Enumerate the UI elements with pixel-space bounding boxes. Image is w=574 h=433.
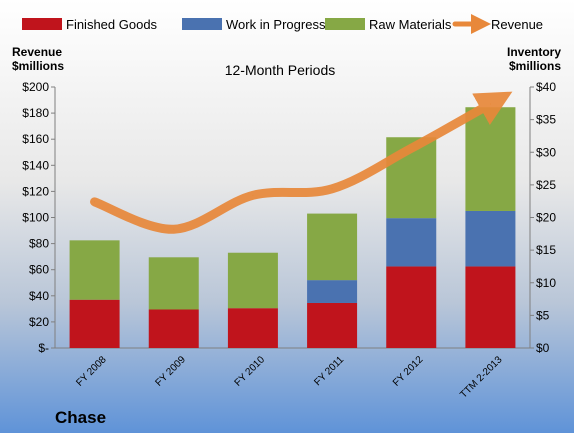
- left-tick-label: $100: [22, 211, 49, 225]
- right-tick-label: $10: [536, 276, 556, 290]
- legend-label-finished-goods: Finished Goods: [66, 17, 158, 32]
- left-axis-title-line2: $millions: [12, 59, 64, 73]
- left-tick-label: $40: [29, 289, 49, 303]
- revenue-point-fy-2009: [173, 228, 175, 230]
- legend-label-work-in-progress: Work in Progress: [226, 17, 326, 32]
- right-tick-label: $35: [536, 113, 556, 127]
- revenue-line: [90, 91, 513, 234]
- left-tick-label: $160: [22, 132, 49, 146]
- axes: $200 $180 $160 $140 $120 $100 $80 $60 $40 $20 $- $4…: [22, 80, 556, 355]
- right-tick-label: $30: [536, 145, 556, 159]
- left-tick-label: $-: [38, 341, 49, 355]
- chart-subtitle: 12-Month Periods: [225, 62, 336, 78]
- legend-swatch-finished-goods: [22, 18, 62, 30]
- bar-raw-materials-ttm-2-2013: [465, 107, 516, 211]
- left-tick-label: $180: [22, 106, 49, 120]
- company-name: Chase: [55, 408, 106, 427]
- left-tick-label: $120: [22, 184, 49, 198]
- bar-raw-materials-fy-2009: [148, 257, 199, 310]
- revenue-point-fy-2010: [252, 194, 254, 196]
- revenue-point-fy-2012: [410, 147, 412, 149]
- bar-finished-goods-fy-2008: [69, 299, 120, 348]
- right-axis-title-line2: $millions: [509, 59, 561, 73]
- bar-work-in-progress-fy-2012: [386, 218, 437, 267]
- legend-label-raw-materials: Raw Materials: [369, 17, 452, 32]
- legend-swatch-work-in-progress: [182, 18, 222, 30]
- right-tick-label: $20: [536, 211, 556, 225]
- bar-work-in-progress-ttm-2-2013: [465, 210, 516, 267]
- left-tick-label: $140: [22, 158, 49, 172]
- right-axis-title-line1: Inventory: [507, 45, 561, 59]
- bar-finished-goods-fy-2010: [227, 308, 278, 348]
- bar-finished-goods-ttm-2-2013: [465, 266, 516, 348]
- bar-raw-materials-fy-2008: [69, 240, 120, 300]
- bar-finished-goods-fy-2011: [307, 302, 358, 348]
- bar-raw-materials-fy-2011: [307, 213, 358, 281]
- right-tick-label: $15: [536, 243, 556, 257]
- left-tick-label: $80: [29, 237, 49, 251]
- bar-finished-goods-fy-2012: [386, 266, 437, 348]
- bars: [69, 107, 516, 348]
- left-axis-title-line1: Revenue: [12, 45, 62, 59]
- revenue-point-fy-2011: [331, 188, 333, 190]
- revenue-point-ttm-2-2013: [489, 103, 491, 105]
- right-tick-label: $25: [536, 178, 556, 192]
- legend-swatch-raw-materials: [325, 18, 365, 30]
- revenue-point-fy-2008: [94, 201, 96, 203]
- right-tick-label: $0: [536, 341, 550, 355]
- legend: Finished Goods Work in Progress Raw Materi…: [22, 14, 543, 34]
- legend-label-revenue: Revenue: [491, 17, 543, 32]
- bar-finished-goods-fy-2009: [148, 309, 199, 348]
- left-tick-label: $20: [29, 315, 49, 329]
- right-tick-label: $40: [536, 80, 556, 94]
- bar-work-in-progress-fy-2011: [307, 280, 358, 303]
- right-tick-label: $5: [536, 308, 550, 322]
- bar-raw-materials-fy-2010: [227, 252, 278, 309]
- left-tick-label: $60: [29, 263, 49, 277]
- revenue-line-layer: [90, 91, 513, 234]
- left-tick-label: $200: [22, 80, 49, 94]
